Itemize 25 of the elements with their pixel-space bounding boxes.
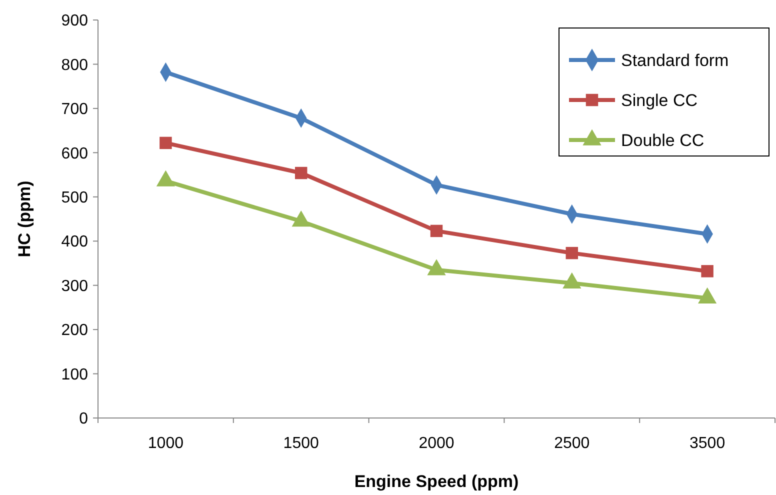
y-tick-label: 200 bbox=[61, 322, 88, 340]
y-tick-label: 100 bbox=[61, 366, 88, 384]
y-tick-label: 500 bbox=[61, 189, 88, 206]
x-tick-label: 3500 bbox=[690, 435, 726, 452]
y-tick-label: 0 bbox=[79, 410, 88, 428]
point bbox=[294, 166, 308, 180]
x-tick-label: 2000 bbox=[418, 435, 454, 452]
legend-label: Double CC bbox=[621, 130, 704, 150]
legend-label: Single CC bbox=[621, 90, 698, 110]
x-tick-label: 1500 bbox=[283, 435, 319, 452]
legend-label: Standard form bbox=[621, 50, 729, 70]
point bbox=[701, 265, 714, 278]
x-tick-label: 1000 bbox=[148, 435, 184, 452]
x-tick-label: 2500 bbox=[554, 435, 590, 452]
y-tick-label: 800 bbox=[61, 56, 88, 74]
y-tick-label: 700 bbox=[61, 101, 88, 118]
y-tick-label: 600 bbox=[61, 145, 88, 162]
y-tick-label: 300 bbox=[61, 278, 88, 295]
x-axis-title: Engine Speed (ppm) bbox=[354, 472, 519, 491]
point bbox=[160, 136, 172, 150]
point bbox=[566, 246, 578, 260]
point bbox=[430, 224, 443, 238]
y-tick-label: 400 bbox=[61, 234, 88, 251]
y-axis-title: HC (ppm) bbox=[15, 180, 34, 258]
y-tick-label: 900 bbox=[61, 12, 88, 30]
